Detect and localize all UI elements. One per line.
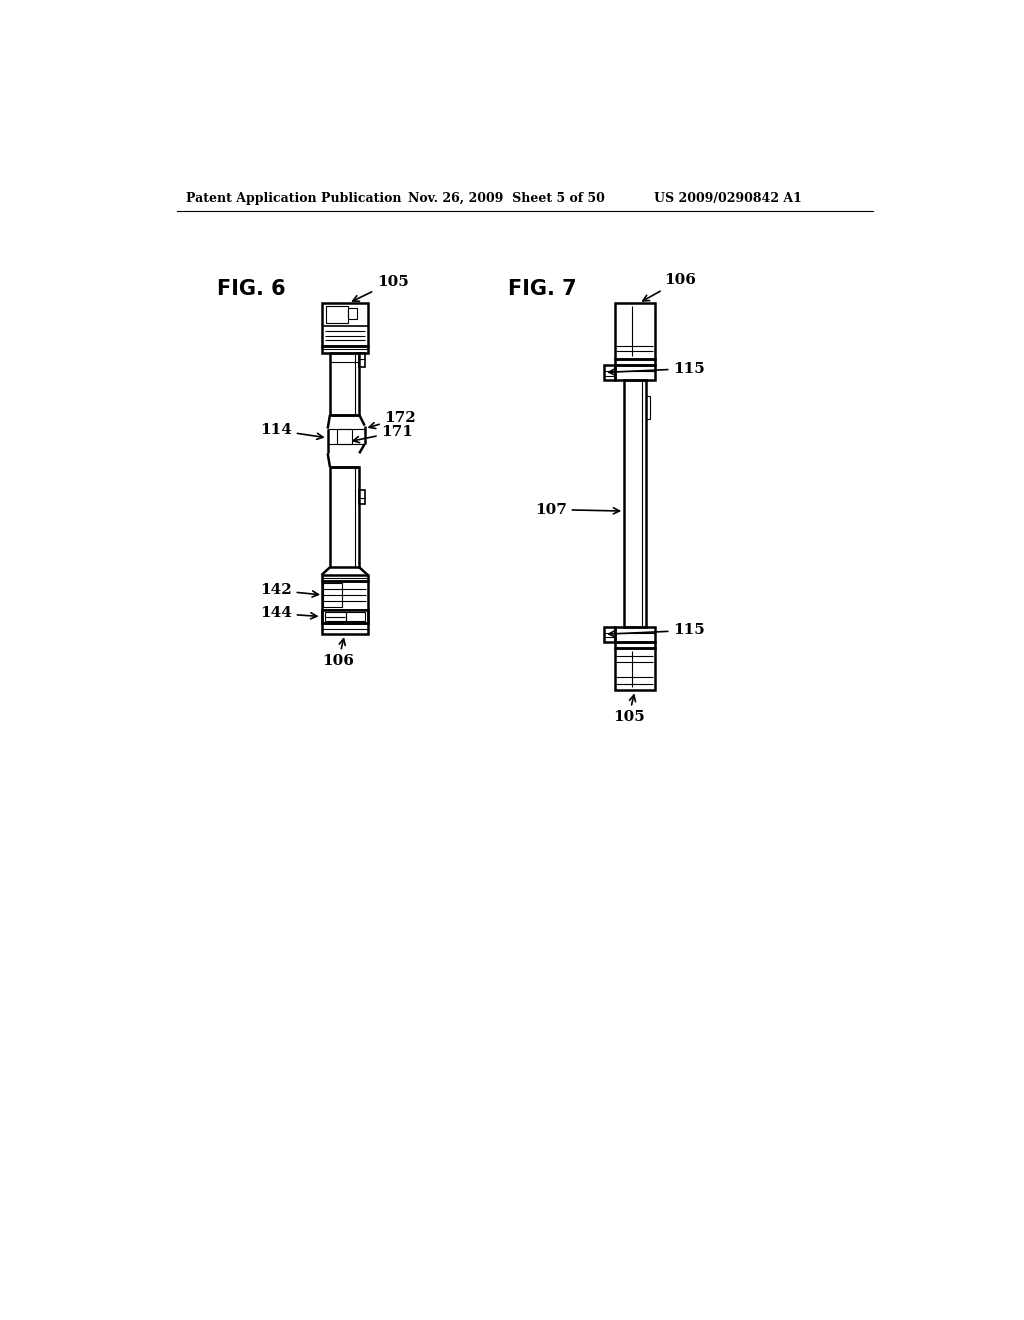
Bar: [330, 354, 359, 414]
Bar: [614, 304, 655, 359]
Bar: [325, 612, 346, 622]
Bar: [614, 364, 655, 380]
Bar: [322, 576, 368, 581]
Text: FIG. 6: FIG. 6: [217, 280, 286, 300]
Text: Nov. 26, 2009  Sheet 5 of 50: Nov. 26, 2009 Sheet 5 of 50: [408, 191, 604, 205]
Text: 106: 106: [323, 639, 354, 668]
Bar: [346, 612, 365, 622]
Text: Patent Application Publication: Patent Application Publication: [186, 191, 401, 205]
Text: 105: 105: [613, 696, 645, 725]
Text: 115: 115: [608, 362, 706, 376]
Bar: [604, 627, 614, 642]
Text: 115: 115: [608, 623, 706, 638]
Bar: [330, 467, 359, 568]
Text: 106: 106: [643, 273, 696, 301]
Bar: [322, 346, 368, 354]
Bar: [614, 627, 655, 642]
Bar: [348, 308, 357, 318]
Bar: [323, 582, 342, 607]
Text: 105: 105: [352, 275, 409, 301]
Bar: [646, 396, 650, 418]
Bar: [322, 581, 368, 623]
Text: 172: 172: [369, 411, 417, 429]
Bar: [604, 364, 614, 380]
Text: 114: 114: [260, 424, 324, 440]
Text: 142: 142: [260, 583, 318, 598]
Bar: [326, 306, 348, 323]
Text: US 2009/0290842 A1: US 2009/0290842 A1: [654, 191, 802, 205]
Bar: [337, 429, 352, 444]
Text: 144: 144: [260, 606, 316, 620]
Bar: [614, 359, 655, 364]
Bar: [625, 380, 646, 627]
Bar: [359, 354, 366, 367]
Text: 171: 171: [353, 425, 414, 442]
Bar: [322, 610, 368, 623]
Bar: [322, 304, 368, 346]
Bar: [614, 642, 655, 648]
Bar: [614, 648, 655, 690]
Bar: [359, 490, 366, 504]
Bar: [322, 623, 368, 635]
Text: FIG. 7: FIG. 7: [508, 280, 577, 300]
Text: 107: 107: [535, 503, 620, 516]
